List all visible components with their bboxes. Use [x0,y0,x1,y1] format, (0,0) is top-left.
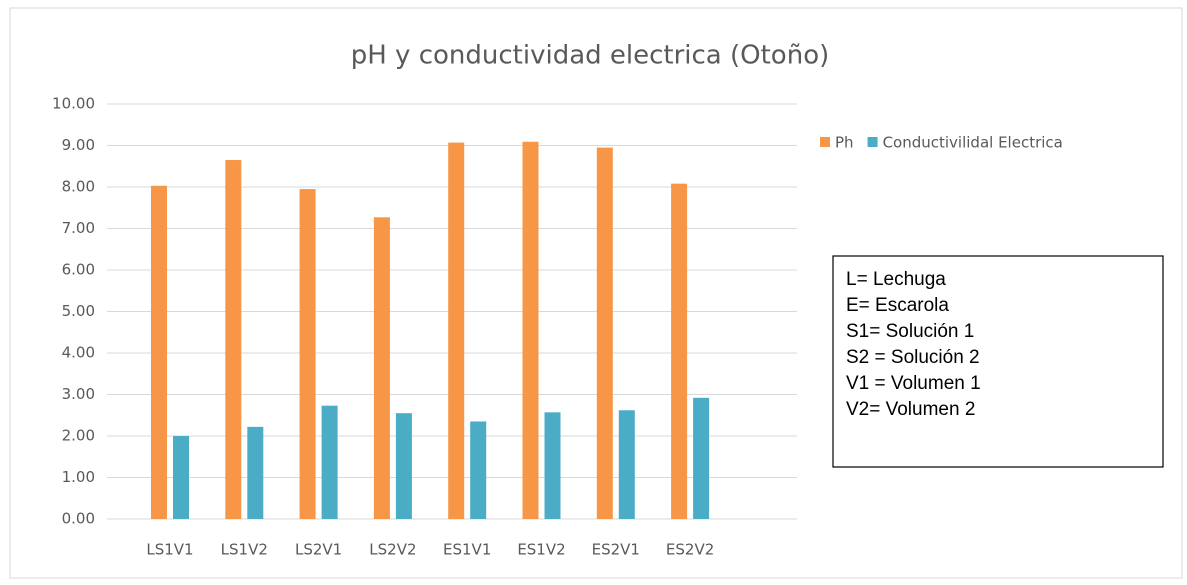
note-line: S1= Solución 1 [846,321,974,342]
y-tick-label: 7.00 [62,219,95,237]
bar [448,142,465,519]
bar [693,397,710,519]
bar [671,183,688,519]
bar [522,141,539,519]
x-tick-label: LS2V2 [369,541,416,559]
note-line: E= Escarola [846,295,949,316]
y-tick-label: 4.00 [62,344,95,362]
y-tick-label: 1.00 [62,468,95,486]
bar [247,426,264,519]
y-tick-label: 6.00 [62,261,95,279]
x-tick-label: LS1V1 [146,541,193,559]
legend-swatch [820,137,830,147]
bar [321,405,338,519]
y-tick-label: 0.00 [62,510,95,528]
x-tick-label: LS2V1 [295,541,342,559]
note-line: V2= Volumen 2 [846,399,975,420]
y-tick-label: 5.00 [62,302,95,320]
bar [373,217,390,520]
legend-label: Ph [835,134,854,152]
y-tick-label: 10.00 [52,95,95,113]
note-line: V1 = Volumen 1 [846,373,981,394]
legend-label: Conductivilidal Electrica [883,134,1063,152]
x-tick-label: ES1V1 [443,541,491,559]
y-tick-label: 3.00 [62,385,95,403]
x-tick-label: ES2V1 [592,541,640,559]
bar [225,160,242,519]
x-tick-label: ES2V2 [666,541,714,559]
bar [470,421,487,519]
x-tick-label: ES1V2 [517,541,565,559]
bar [299,189,316,519]
bar [151,185,167,519]
y-tick-label: 2.00 [62,427,95,445]
bar [173,436,189,519]
bar [596,147,613,519]
x-tick-label: LS1V2 [221,541,268,559]
bar [544,412,561,519]
chart-title: pH y conductividad electrica (Otoño) [351,41,830,71]
note-line: S2 = Solución 2 [846,347,980,368]
bar [618,410,635,519]
note-box [832,255,1164,468]
note-line: L= Lechuga [846,269,946,290]
legend-swatch [867,137,878,147]
bar [395,413,412,519]
y-tick-label: 8.00 [62,178,95,196]
y-tick-label: 9.00 [62,136,95,154]
